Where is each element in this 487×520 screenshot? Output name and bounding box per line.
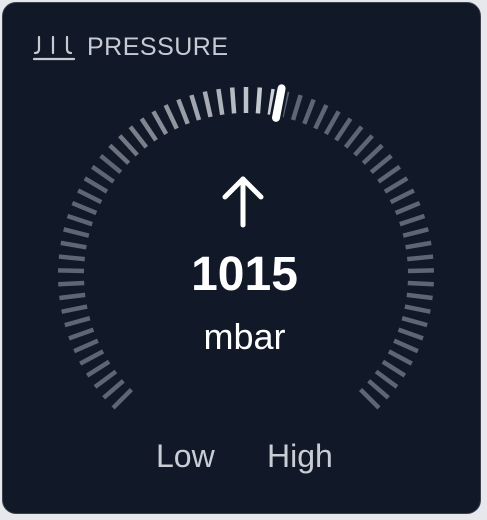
gauge-tick bbox=[93, 369, 118, 389]
gauge-tick bbox=[323, 110, 341, 136]
gauge-tick bbox=[202, 91, 213, 118]
gauge-tick bbox=[374, 369, 399, 389]
gauge-tick bbox=[387, 349, 413, 366]
gauge-tick bbox=[58, 254, 86, 262]
gauge-tick bbox=[367, 379, 390, 400]
gauge-marker bbox=[271, 84, 286, 122]
gauge-tick bbox=[290, 94, 303, 121]
gauge-tick bbox=[401, 316, 428, 328]
gauge-tick bbox=[139, 117, 158, 142]
gauge-tick bbox=[393, 338, 419, 354]
gauge-tick bbox=[406, 292, 433, 301]
gauge-tick bbox=[151, 110, 169, 136]
gauge-tick bbox=[389, 188, 415, 205]
gauge-tick bbox=[189, 94, 202, 121]
gauge-tick bbox=[353, 134, 374, 157]
gauge-tick bbox=[377, 164, 402, 184]
gauge-tick bbox=[343, 125, 364, 149]
gauge-tick bbox=[118, 134, 139, 157]
gauge-tick bbox=[60, 240, 87, 250]
gauge-tick bbox=[77, 188, 103, 205]
gauge-tick bbox=[302, 98, 316, 125]
gauge-tick bbox=[58, 268, 85, 274]
gauge-tick bbox=[71, 200, 98, 216]
gauge-high-label: High bbox=[267, 438, 333, 474]
pressure-value: 1015 bbox=[191, 248, 298, 301]
gauge-tick bbox=[176, 98, 190, 125]
gauge-tick bbox=[229, 87, 237, 114]
card-header: PRESSURE bbox=[33, 31, 229, 63]
gauge-tick bbox=[79, 349, 105, 366]
gauge-tick bbox=[63, 227, 90, 238]
pressure-unit: mbar bbox=[203, 316, 286, 357]
pressure-card: PRESSURE 1015 mbar Low High bbox=[2, 2, 481, 514]
gauge-tick bbox=[358, 387, 381, 410]
gauge-tick bbox=[111, 387, 134, 410]
gauge-tick bbox=[397, 327, 424, 341]
gauge-tick bbox=[68, 327, 95, 341]
gauge-tick bbox=[85, 359, 111, 378]
card-title: PRESSURE bbox=[87, 32, 229, 61]
pressure-gauge bbox=[58, 81, 434, 410]
gauge-tick bbox=[405, 240, 432, 250]
gauge-tick bbox=[381, 359, 407, 378]
gauge-tick bbox=[90, 164, 115, 184]
gauge-tick bbox=[61, 304, 88, 314]
gauge-tick bbox=[402, 227, 429, 238]
pressure-icon bbox=[33, 35, 76, 61]
gauge-tick bbox=[361, 143, 384, 165]
arrow-up-icon bbox=[222, 176, 264, 228]
gauge-tick bbox=[59, 292, 86, 301]
gauge-tick bbox=[394, 200, 421, 216]
gauge-tick bbox=[64, 316, 91, 328]
gauge-tick bbox=[255, 87, 263, 114]
gauge-low-label: Low bbox=[156, 438, 215, 474]
gauge-tick bbox=[216, 88, 225, 116]
gauge-tick bbox=[334, 117, 353, 142]
gauge-tick bbox=[406, 254, 434, 262]
gauge-tick bbox=[108, 143, 131, 165]
gauge-tick bbox=[383, 176, 409, 194]
gauge-tick bbox=[399, 213, 426, 227]
gauge-tick bbox=[58, 280, 85, 287]
gauge-tick bbox=[99, 153, 123, 174]
gauge-tick bbox=[66, 213, 93, 227]
gauge-tick bbox=[407, 268, 434, 274]
gauge-tick bbox=[369, 153, 393, 174]
gauge-tick bbox=[313, 104, 329, 130]
gauge-tick bbox=[73, 338, 99, 354]
gauge-tick bbox=[407, 280, 434, 287]
gauge-tick bbox=[102, 379, 125, 400]
gauge-tick bbox=[83, 176, 109, 194]
gauge-tick bbox=[163, 104, 179, 130]
gauge-tick bbox=[267, 88, 276, 116]
gauge-tick bbox=[128, 125, 149, 149]
gauge-tick bbox=[404, 304, 431, 314]
